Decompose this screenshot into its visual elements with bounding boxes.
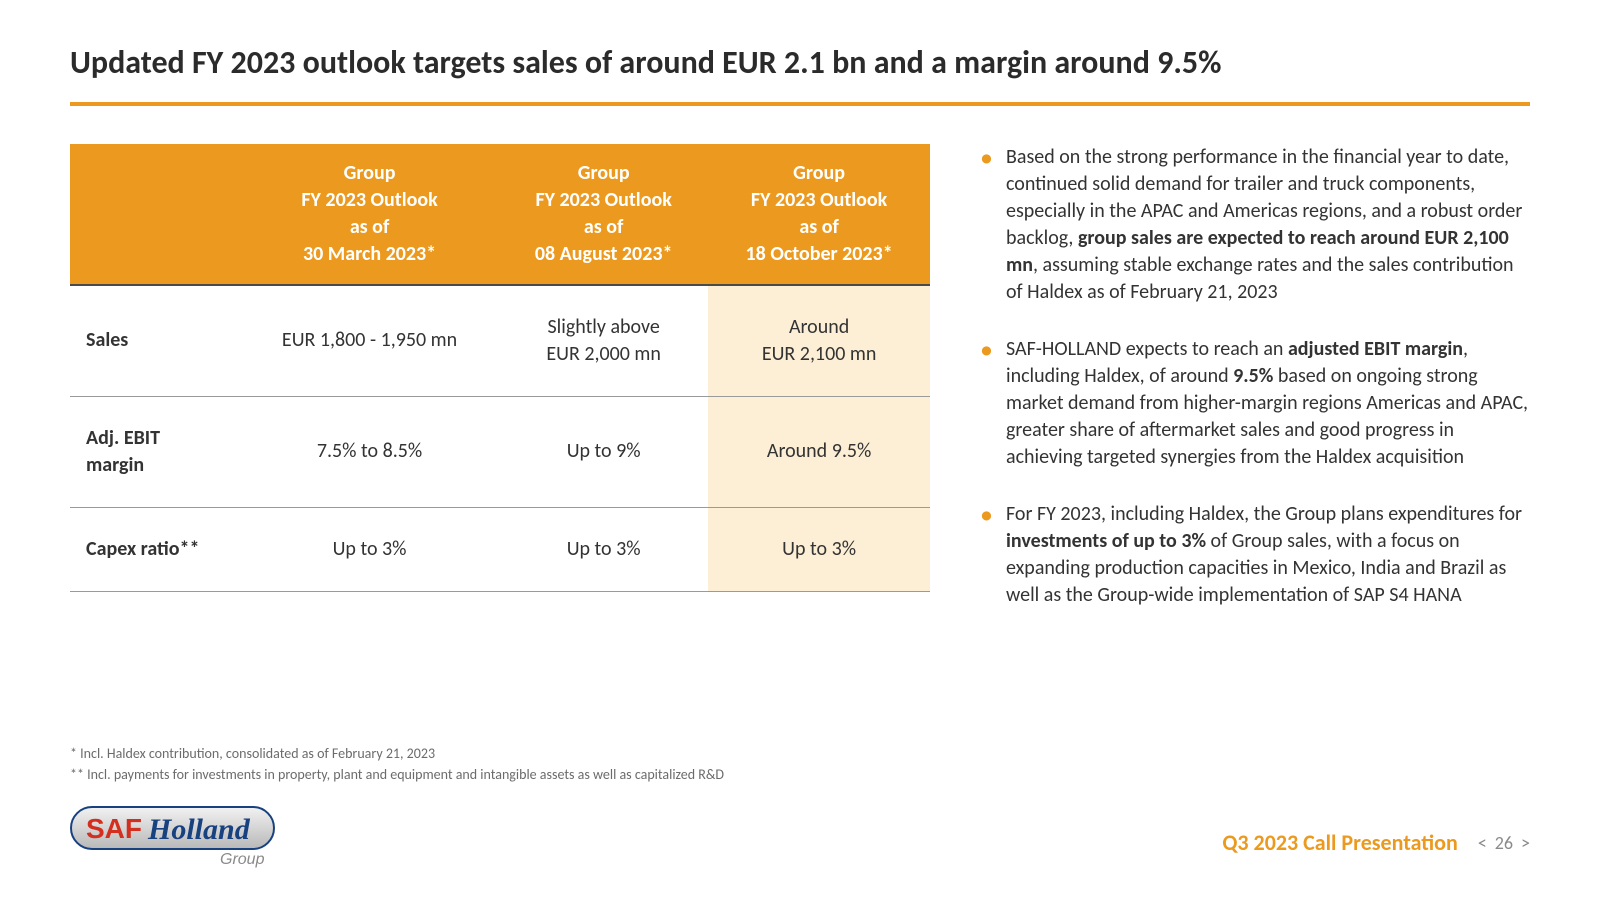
logo-saf-text: SAF — [86, 813, 142, 844]
prev-page-icon[interactable]: < — [1478, 832, 1487, 854]
table-cell: Up to 3% — [708, 507, 930, 591]
table-header — [70, 144, 240, 285]
table-cell: Around 9.5% — [708, 396, 930, 507]
bullet-item: Based on the strong performance in the f… — [980, 144, 1530, 306]
table-cell: 7.5% to 8.5% — [240, 396, 499, 507]
bullet-item: For FY 2023, including Haldex, the Group… — [980, 501, 1530, 609]
footer-presentation-label: Q3 2023 Call Presentation — [1222, 829, 1457, 856]
next-page-icon[interactable]: > — [1521, 832, 1530, 854]
title-divider — [70, 102, 1530, 106]
page-number: 26 — [1495, 832, 1513, 854]
table-row: SalesEUR 1,800 - 1,950 mnSlightly above … — [70, 285, 930, 397]
table-row: Capex ratio**Up to 3%Up to 3%Up to 3% — [70, 507, 930, 591]
page-navigator: < 26 > — [1478, 832, 1530, 854]
table-cell: EUR 1,800 - 1,950 mn — [240, 285, 499, 397]
row-label: Adj. EBIT margin — [70, 396, 240, 507]
table-row: Adj. EBIT margin7.5% to 8.5%Up to 9%Arou… — [70, 396, 930, 507]
table-header: Group FY 2023 Outlook as of 18 October 2… — [708, 144, 930, 285]
table-cell: Up to 9% — [499, 396, 708, 507]
table-header: Group FY 2023 Outlook as of 08 August 20… — [499, 144, 708, 285]
outlook-table: Group FY 2023 Outlook as of 30 March 202… — [70, 144, 930, 639]
footnote-line: * Incl. Haldex contribution, consolidate… — [70, 743, 724, 764]
table-header: Group FY 2023 Outlook as of 30 March 202… — [240, 144, 499, 285]
bullet-item: SAF-HOLLAND expects to reach an adjusted… — [980, 336, 1530, 471]
saf-holland-logo: SAF Holland Group — [70, 806, 275, 868]
logo-holland-text: Holland — [147, 813, 251, 846]
row-label: Capex ratio** — [70, 507, 240, 591]
table-cell: Slightly above EUR 2,000 mn — [499, 285, 708, 397]
bullet-list: Based on the strong performance in the f… — [980, 144, 1530, 639]
table-cell: Up to 3% — [240, 507, 499, 591]
table-cell: Around EUR 2,100 mn — [708, 285, 930, 397]
logo-group-text: Group — [220, 851, 265, 868]
footnote-line: ** Incl. payments for investments in pro… — [70, 764, 724, 785]
row-label: Sales — [70, 285, 240, 397]
slide-title: Updated FY 2023 outlook targets sales of… — [70, 42, 1530, 84]
footnotes: * Incl. Haldex contribution, consolidate… — [70, 743, 724, 785]
table-cell: Up to 3% — [499, 507, 708, 591]
